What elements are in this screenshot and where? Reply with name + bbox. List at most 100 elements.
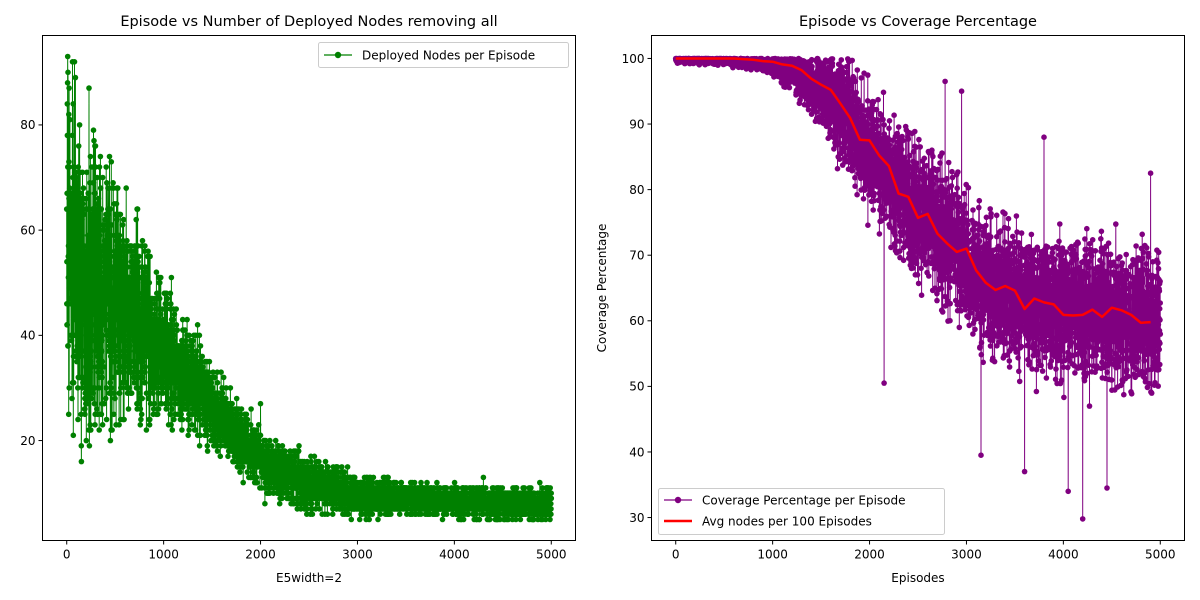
data-point [151,369,158,376]
data-point [288,490,295,497]
data-point [377,511,384,517]
data-point [344,464,351,470]
data-point [122,316,128,323]
data-point [84,169,90,176]
data-point [304,458,311,465]
data-point [135,258,141,265]
data-point [138,274,144,281]
data-point [299,495,306,502]
data-point [133,274,139,281]
data-point [120,237,126,244]
chart-title: Episode vs Number of Deployed Nodes remo… [120,14,497,30]
data-point [101,322,108,328]
data-point [116,232,123,239]
data-point [316,458,322,465]
data-point [133,216,139,223]
data-point [83,248,90,254]
data-point [81,211,87,218]
data-point [70,379,77,386]
data-point [171,416,177,423]
data-point [138,416,144,423]
data-point [132,348,138,354]
data-point [162,316,168,323]
data-point [267,437,273,444]
data-point [64,322,70,328]
data-point [114,343,121,349]
data-point [104,243,111,249]
data-point [127,343,133,349]
data-point [106,390,113,397]
data-point [244,416,251,423]
data-point [119,337,125,344]
data-point [156,295,163,302]
data-point [173,385,179,391]
data-point [153,269,160,276]
data-point [112,348,118,354]
data-point [129,295,136,302]
data-point [121,416,127,423]
data-point [70,290,77,297]
data-point [142,379,148,386]
data-point [106,153,113,160]
data-point [188,390,195,397]
data-point [174,395,180,402]
data-point [120,369,126,376]
data-point [90,301,97,307]
data-point [144,269,150,276]
data-point [131,322,138,328]
data-point [335,474,342,481]
data-point [179,316,186,323]
data-point [111,390,117,397]
data-point [398,479,405,486]
data-point [142,369,148,376]
data-point [185,348,191,354]
data-point [82,406,88,412]
series-markers [63,53,555,523]
data-point [308,458,314,465]
data-point [411,479,418,486]
data-point [123,327,129,333]
data-point [134,343,140,349]
data-point [91,385,98,391]
data-point [208,379,215,386]
data-point [140,358,146,365]
data-point [93,348,99,354]
data-point [197,411,204,418]
data-point [92,164,99,170]
data-point [316,506,323,512]
data-point [146,322,153,328]
data-point [192,427,199,433]
data-point [68,337,75,344]
data-point [160,390,166,397]
data-point [193,348,200,354]
data-point [82,290,89,297]
data-point [135,301,141,307]
data-point [151,400,158,407]
data-point [131,358,137,365]
data-point [517,516,524,523]
data-point [112,353,119,360]
data-point [238,411,244,418]
data-point [203,422,210,428]
data-point [185,353,192,360]
data-point [186,379,193,386]
data-point [73,306,79,312]
data-point [66,159,72,165]
data-point [184,316,190,323]
data-point [107,437,114,444]
data-point [139,237,146,244]
data-point [135,400,142,407]
series-deployed-nodes [63,53,555,523]
data-point [164,374,170,381]
data-point [69,190,75,197]
data-point [168,274,175,281]
data-point [84,279,91,286]
data-point [200,390,206,397]
data-point [117,253,124,260]
data-point [100,243,106,249]
data-point [134,206,141,212]
data-point [124,264,131,270]
data-point [275,443,282,449]
data-point [145,395,152,402]
data-point [90,306,97,312]
